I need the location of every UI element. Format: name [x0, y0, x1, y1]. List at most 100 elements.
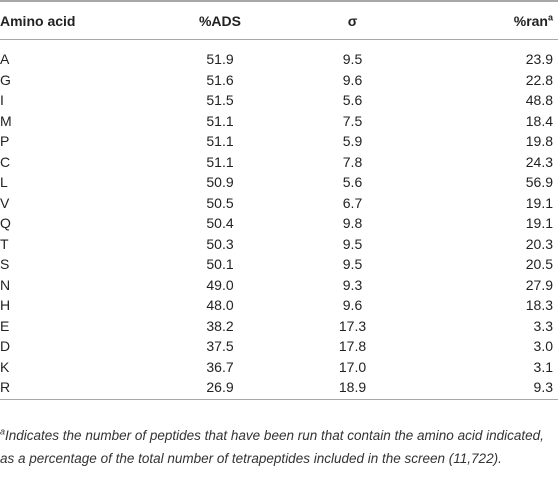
table-cell: L [0, 174, 8, 190]
table-cell: 50.4 [206, 215, 234, 231]
table-cell: 19.1 [525, 215, 553, 231]
header-text: %ADS [198, 12, 241, 29]
table-row: G 51.6 9.6 22.8 [0, 70, 558, 91]
table-cell: 20.3 [525, 235, 553, 252]
table-cell: 19.1 [525, 194, 553, 211]
table-row: L 50.9 5.6 56.9 [0, 172, 558, 193]
table-row: A 51.9 9.5 23.9 [0, 40, 558, 70]
table-cell: 19.8 [525, 133, 553, 149]
footnote-mark: a [0, 426, 6, 437]
data-table: Amino acid %ADS σ %rana A 51.9 9.5 23.9 G 51.6 9.… [0, 1, 558, 399]
table-cell: 9.5 [342, 235, 363, 252]
table-cell: 3.1 [533, 358, 553, 375]
footnote-text: Indicates the number of peptides that ha… [0, 428, 544, 466]
table-cell: N [0, 276, 11, 293]
table-cell: 22.8 [525, 71, 553, 88]
table-cell: 9.5 [342, 51, 363, 67]
table-cell: 51.1 [206, 112, 234, 129]
table-header: Amino acid %ADS σ %rana [0, 1, 558, 40]
table-cell: V [0, 194, 10, 211]
table-cell: 24.3 [525, 153, 553, 170]
table-cell: 48.8 [525, 92, 553, 108]
table-cell: 50.5 [206, 194, 234, 211]
table-row: M 51.1 7.5 18.4 [0, 111, 558, 132]
table-cell: 23.9 [525, 51, 553, 67]
table-cell: 50.3 [206, 235, 234, 252]
table-row: C 51.1 7.8 24.3 [0, 152, 558, 173]
table-cell: 9.3 [533, 379, 553, 395]
header-text: σ [347, 12, 358, 29]
table-cell: T [0, 235, 9, 252]
table-cell: 3.3 [533, 317, 553, 334]
table-row: D 37.5 17.8 3.0 [0, 336, 558, 357]
table-row: V 50.5 6.7 19.1 [0, 193, 558, 214]
table-row: S 50.1 9.5 20.5 [0, 254, 558, 275]
header-cell: %rana [415, 1, 558, 40]
table-cell: 9.6 [342, 71, 363, 88]
table-row: E 38.2 17.3 3.3 [0, 316, 558, 337]
table-cell: 7.5 [342, 112, 363, 129]
table-cell: D [0, 338, 11, 354]
table-cell: 5.6 [342, 92, 363, 108]
table-cell: 7.8 [342, 153, 363, 170]
table-cell: 51.1 [206, 153, 234, 170]
table-cell: 36.7 [206, 358, 234, 375]
table-cell: 5.6 [342, 174, 363, 190]
table-cell: A [0, 51, 10, 67]
table-cell: M [0, 112, 12, 129]
table-cell: 6.7 [342, 194, 363, 211]
table-cell: 20.5 [525, 256, 553, 272]
header-cell: Amino acid [0, 1, 150, 40]
table-row: I 51.5 5.6 48.8 [0, 90, 558, 111]
table-cell: 50.9 [206, 174, 234, 190]
table-cell: 17.0 [338, 358, 367, 375]
table-cell: P [0, 133, 10, 149]
header-cell: σ [290, 1, 415, 40]
table-row: H 48.0 9.6 18.3 [0, 295, 558, 316]
table-cell: 37.5 [206, 338, 234, 354]
footnote: aIndicates the number of peptides that h… [0, 424, 553, 470]
table-cell: 50.1 [206, 256, 234, 272]
table-cell: C [0, 153, 11, 170]
table-cell: 51.5 [206, 92, 234, 108]
table-cell: 51.6 [206, 71, 234, 88]
table-cell: 27.9 [525, 276, 553, 293]
table-cell: I [0, 92, 4, 108]
table-cell: 9.8 [342, 215, 363, 231]
table-cell: 18.4 [525, 112, 553, 129]
table-cell: H [0, 297, 11, 313]
table-cell: 17.3 [338, 317, 367, 334]
table-cell: 18.3 [525, 297, 553, 313]
table-cell: K [0, 358, 10, 375]
table-cell: 9.5 [342, 256, 363, 272]
table-row: P 51.1 5.9 19.8 [0, 131, 558, 152]
header-cell: %ADS [150, 1, 290, 40]
table-cell: S [0, 256, 10, 272]
table-row: Q 50.4 9.8 19.1 [0, 213, 558, 234]
table-cell: 5.9 [342, 133, 363, 149]
table-row: K 36.7 17.0 3.1 [0, 357, 558, 378]
table-cell: E [0, 317, 10, 334]
table-cell: 48.0 [206, 297, 234, 313]
table-cell: 49.0 [206, 276, 234, 293]
table-cell: 18.9 [338, 379, 367, 395]
table-cell: 9.3 [342, 276, 363, 293]
table-cell: 26.9 [206, 379, 234, 395]
header-row: Amino acid %ADS σ %rana [0, 1, 558, 40]
header-note-mark: a [547, 11, 553, 22]
table-cell: 17.8 [338, 338, 367, 354]
table-cell: 51.1 [206, 133, 234, 149]
table-cell: R [0, 379, 11, 395]
table-row: R 26.9 18.9 9.3 [0, 377, 558, 399]
table-body: A 51.9 9.5 23.9 G 51.6 9.6 22.8 I 51.5 5.6 48.8 M 51.… [0, 40, 558, 399]
header-text: Amino acid [0, 12, 76, 29]
table-cell: Q [0, 215, 11, 231]
header-text: %ran [513, 12, 548, 29]
table-cell: 3.0 [533, 338, 553, 354]
table-cell: 9.6 [342, 297, 363, 313]
table-cell: 51.9 [206, 51, 234, 67]
table-cell: 38.2 [206, 317, 234, 334]
table-cell: 56.9 [525, 174, 553, 190]
table-row: N 49.0 9.3 27.9 [0, 275, 558, 296]
